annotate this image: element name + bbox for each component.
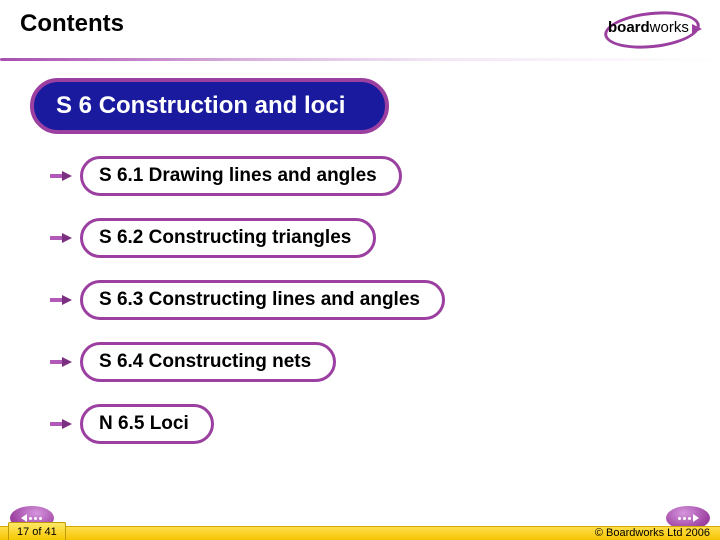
contents-item[interactable]: S 6.2 Constructing triangles [50, 218, 690, 258]
contents-item[interactable]: S 6.3 Constructing lines and angles [50, 280, 690, 320]
bullet-icon [50, 233, 72, 243]
contents-item-label: S 6.3 Constructing lines and angles [80, 280, 445, 320]
contents-item-label: N 6.5 Loci [80, 404, 214, 444]
contents-item[interactable]: S 6.1 Drawing lines and angles [50, 156, 690, 196]
bullet-icon [50, 357, 72, 367]
page-counter: 17 of 41 [8, 522, 66, 540]
contents-item-label: S 6.1 Drawing lines and angles [80, 156, 402, 196]
bullet-icon [50, 419, 72, 429]
copyright-text: © Boardworks Ltd 2006 [595, 527, 710, 539]
contents-item-label: S 6.4 Constructing nets [80, 342, 336, 382]
contents-item-label: S 6.2 Constructing triangles [80, 218, 376, 258]
contents-item[interactable]: N 6.5 Loci [50, 404, 690, 444]
page-title: Contents [20, 10, 124, 38]
boardworks-logo: boardworks [600, 10, 700, 50]
contents-item[interactable]: S 6.4 Constructing nets [50, 342, 690, 382]
logo-text-light: works [650, 19, 689, 36]
section-title-pill: S 6 Construction and loci [30, 78, 389, 134]
logo-text-bold: board [608, 19, 650, 36]
header-divider [0, 58, 720, 66]
footer: 17 of 41 © Boardworks Ltd 2006 [0, 516, 720, 540]
bullet-icon [50, 171, 72, 181]
bullet-icon [50, 295, 72, 305]
